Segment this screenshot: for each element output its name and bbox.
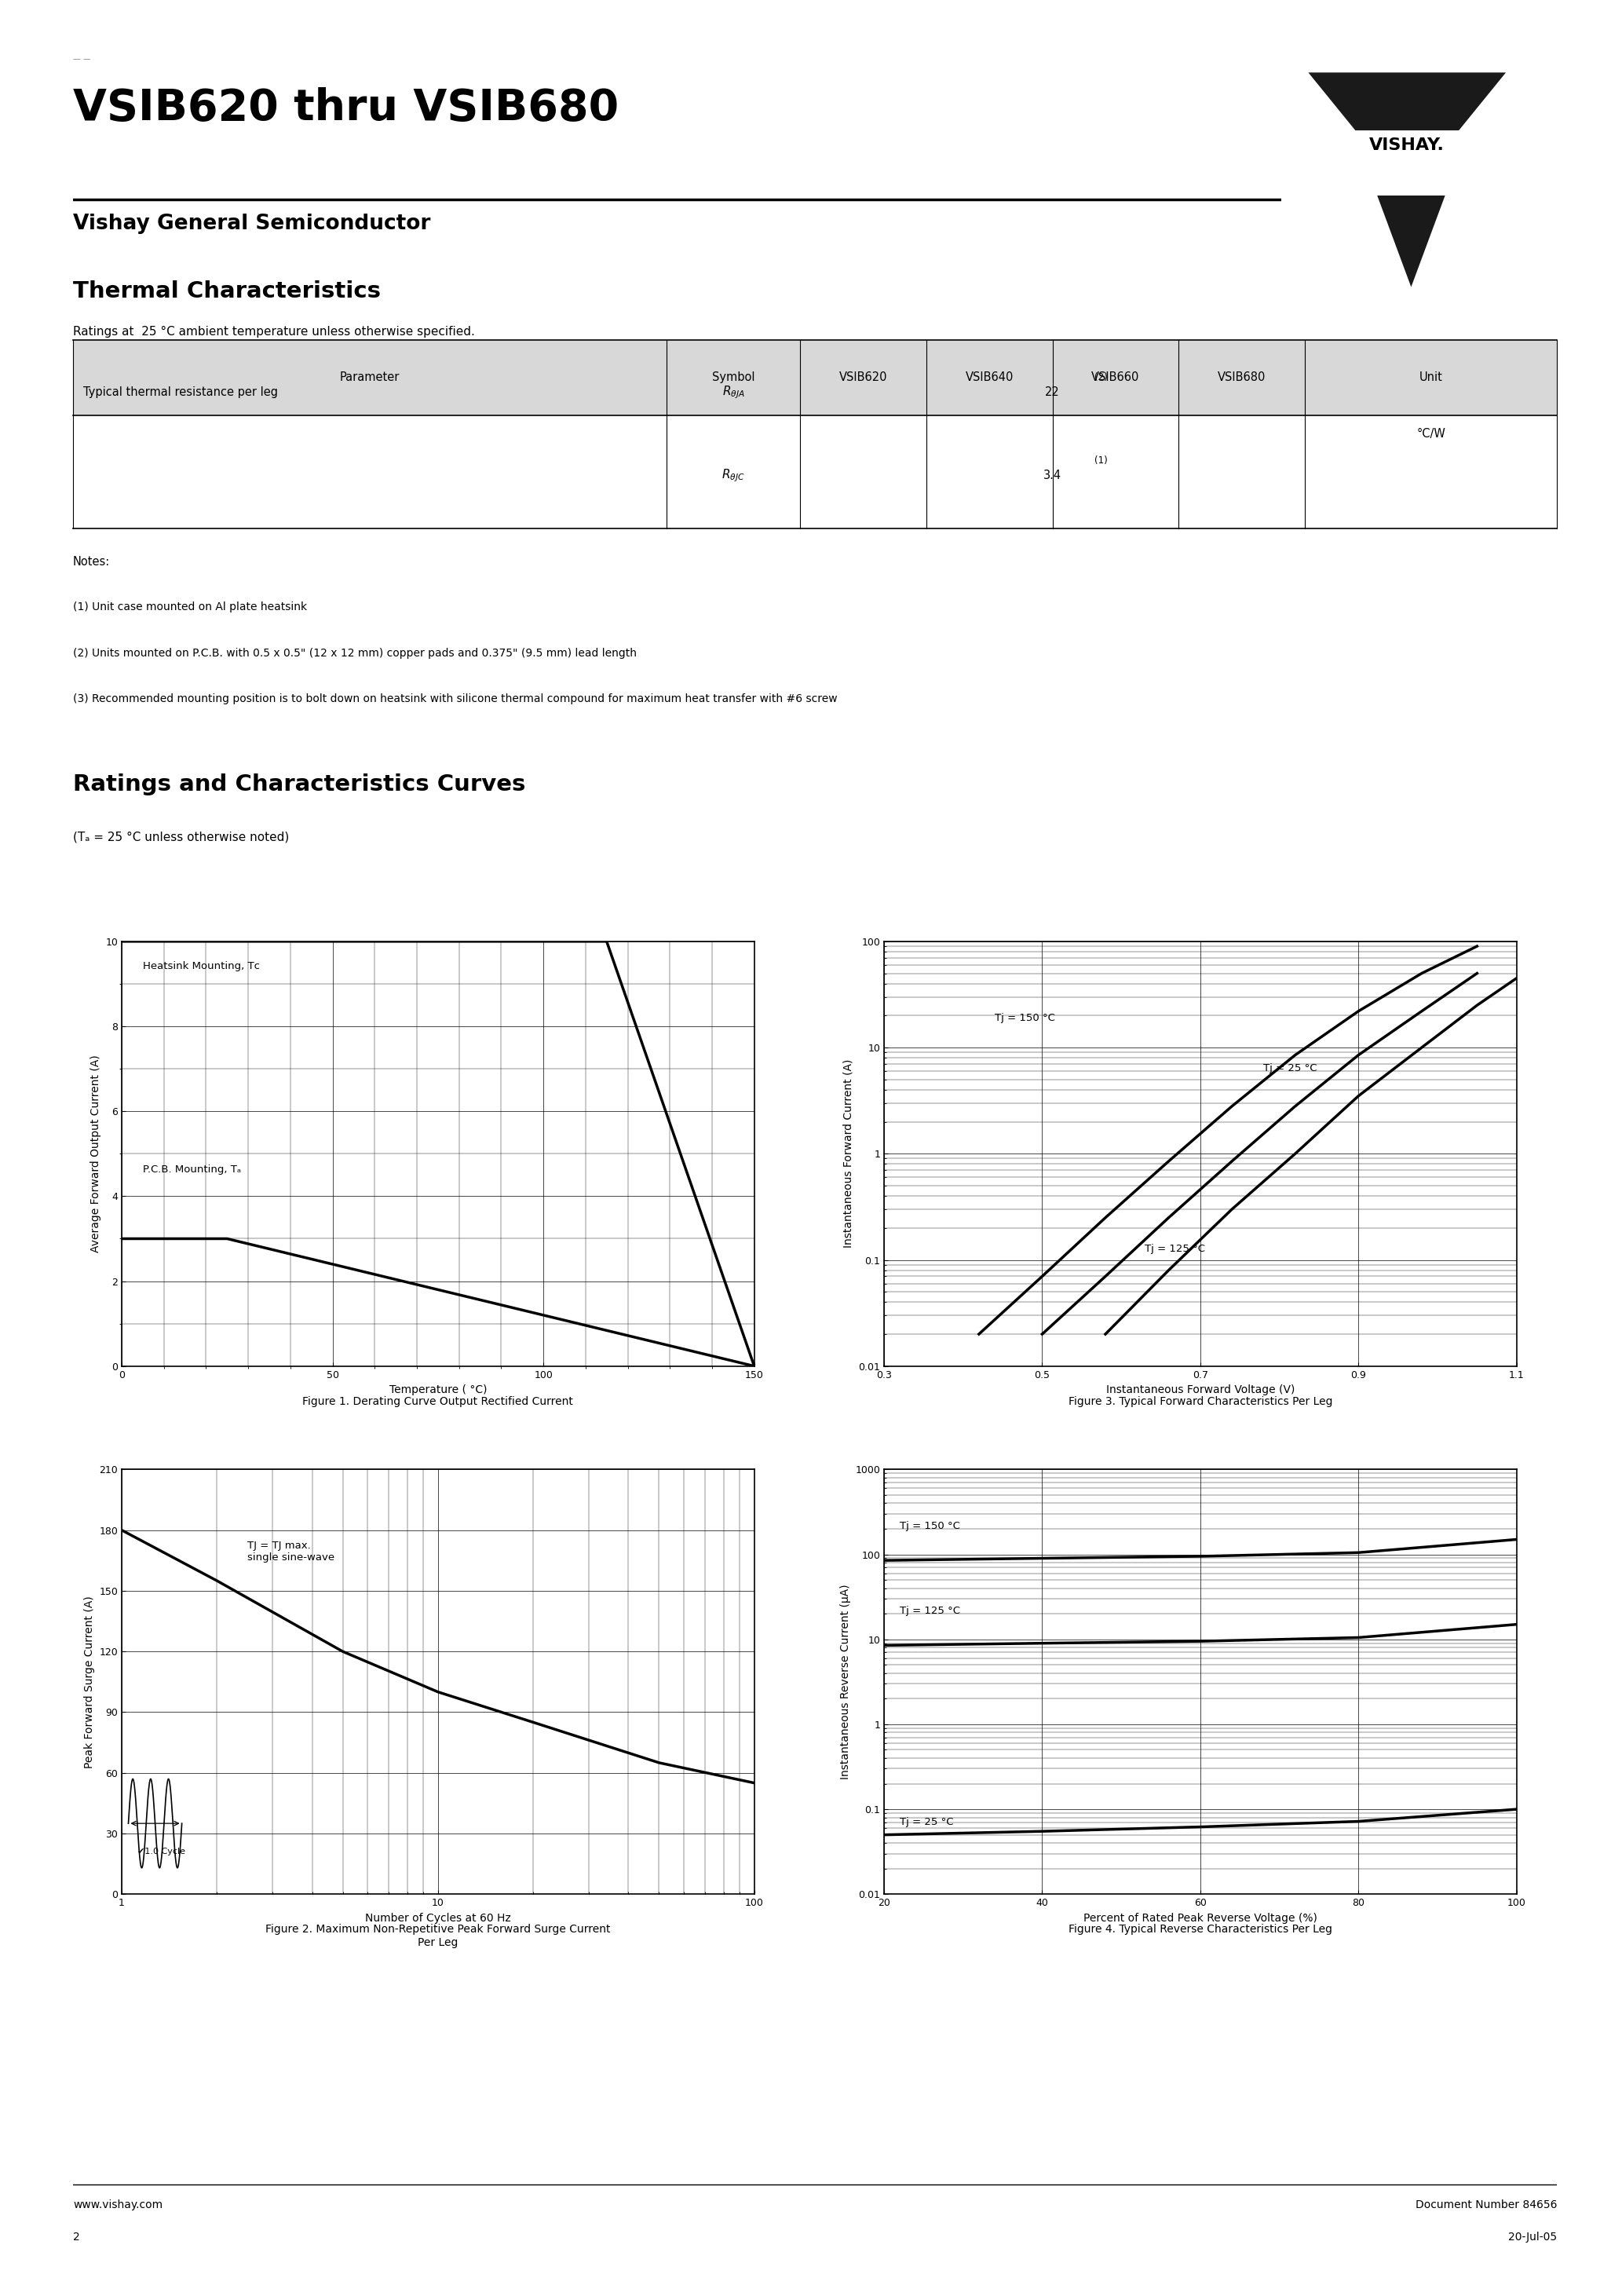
X-axis label: Instantaneous Forward Voltage (V): Instantaneous Forward Voltage (V) — [1106, 1384, 1294, 1396]
Text: VSIB620 thru VSIB680: VSIB620 thru VSIB680 — [73, 87, 618, 129]
Text: Figure 4. Typical Reverse Characteristics Per Leg: Figure 4. Typical Reverse Characteristic… — [1069, 1924, 1332, 1936]
Y-axis label: Average Forward Output Current (A): Average Forward Output Current (A) — [89, 1054, 101, 1254]
Text: Figure 1. Derating Curve Output Rectified Current: Figure 1. Derating Curve Output Rectifie… — [303, 1396, 573, 1407]
Y-axis label: Instantaneous Reverse Current (μA): Instantaneous Reverse Current (μA) — [840, 1584, 852, 1779]
Text: 2: 2 — [73, 2232, 79, 2243]
X-axis label: Number of Cycles at 60 Hz: Number of Cycles at 60 Hz — [365, 1913, 511, 1924]
Text: (1) Unit case mounted on Al plate heatsink: (1) Unit case mounted on Al plate heatsi… — [73, 602, 307, 613]
Text: $R_{\theta JC}$: $R_{\theta JC}$ — [722, 468, 744, 484]
Text: (Tₐ = 25 °C unless otherwise noted): (Tₐ = 25 °C unless otherwise noted) — [73, 831, 289, 843]
Text: Ratings and Characteristics Curves: Ratings and Characteristics Curves — [73, 774, 526, 797]
Text: Heatsink Mounting, Tᴄ: Heatsink Mounting, Tᴄ — [143, 962, 260, 971]
Polygon shape — [1309, 73, 1505, 131]
Text: ✔1.0 Cycle: ✔1.0 Cycle — [138, 1848, 185, 1855]
Text: Notes:: Notes: — [73, 556, 110, 567]
Text: Document Number 84656: Document Number 84656 — [1416, 2200, 1557, 2211]
Text: Parameter: Parameter — [341, 372, 399, 383]
Text: (2): (2) — [1095, 372, 1108, 383]
Text: Thermal Characteristics: Thermal Characteristics — [73, 280, 381, 303]
Text: Figure 2. Maximum Non-Repetitive Peak Forward Surge Current
Per Leg: Figure 2. Maximum Non-Repetitive Peak Fo… — [266, 1924, 610, 1947]
Text: $R_{\theta JA}$: $R_{\theta JA}$ — [722, 383, 744, 400]
Polygon shape — [1377, 195, 1445, 287]
Y-axis label: Instantaneous Forward Current (A): Instantaneous Forward Current (A) — [843, 1058, 853, 1249]
Text: TJ = TJ max.
single sine-wave: TJ = TJ max. single sine-wave — [248, 1541, 334, 1561]
Text: Ratings at  25 °C ambient temperature unless otherwise specified.: Ratings at 25 °C ambient temperature unl… — [73, 326, 475, 338]
Text: 3.4: 3.4 — [1043, 468, 1061, 482]
Text: Figure 3. Typical Forward Characteristics Per Leg: Figure 3. Typical Forward Characteristic… — [1069, 1396, 1332, 1407]
Text: (2) Units mounted on P.C.B. with 0.5 x 0.5" (12 x 12 mm) copper pads and 0.375" : (2) Units mounted on P.C.B. with 0.5 x 0… — [73, 647, 637, 659]
Text: VISHAY.: VISHAY. — [1369, 138, 1445, 154]
Text: Tj = 25 °C: Tj = 25 °C — [900, 1818, 954, 1828]
Text: Tj = 150 °C: Tj = 150 °C — [994, 1013, 1054, 1022]
Text: (3) Recommended mounting position is to bolt down on heatsink with silicone ther: (3) Recommended mounting position is to … — [73, 693, 837, 705]
Text: Unit: Unit — [1419, 372, 1442, 383]
Text: P.C.B. Mounting, Tₐ: P.C.B. Mounting, Tₐ — [143, 1164, 242, 1176]
Text: VSIB620: VSIB620 — [839, 372, 887, 383]
Text: — —: — — — [73, 55, 91, 62]
Text: www.vishay.com: www.vishay.com — [73, 2200, 162, 2211]
Text: 22: 22 — [1045, 386, 1059, 400]
Text: °C/W: °C/W — [1416, 427, 1445, 441]
Text: VSIB660: VSIB660 — [1092, 372, 1140, 383]
Text: (1): (1) — [1095, 455, 1108, 466]
Text: Tj = 25 °C: Tj = 25 °C — [1264, 1063, 1317, 1075]
Text: Tj = 125 °C: Tj = 125 °C — [1145, 1244, 1205, 1254]
X-axis label: Percent of Rated Peak Reverse Voltage (%): Percent of Rated Peak Reverse Voltage (%… — [1083, 1913, 1317, 1924]
X-axis label: Temperature ( °C): Temperature ( °C) — [389, 1384, 487, 1396]
Text: Tj = 125 °C: Tj = 125 °C — [900, 1605, 960, 1616]
Text: Vishay General Semiconductor: Vishay General Semiconductor — [73, 214, 430, 234]
Text: Symbol: Symbol — [712, 372, 754, 383]
Text: Typical thermal resistance per leg: Typical thermal resistance per leg — [83, 386, 277, 400]
Bar — [73, 340, 1557, 416]
Text: VSIB640: VSIB640 — [965, 372, 1014, 383]
Text: 20-Jul-05: 20-Jul-05 — [1508, 2232, 1557, 2243]
Y-axis label: Peak Forward Surge Current (A): Peak Forward Surge Current (A) — [84, 1596, 94, 1768]
Text: VSIB680: VSIB680 — [1218, 372, 1265, 383]
Text: Tj = 150 °C: Tj = 150 °C — [900, 1520, 960, 1531]
